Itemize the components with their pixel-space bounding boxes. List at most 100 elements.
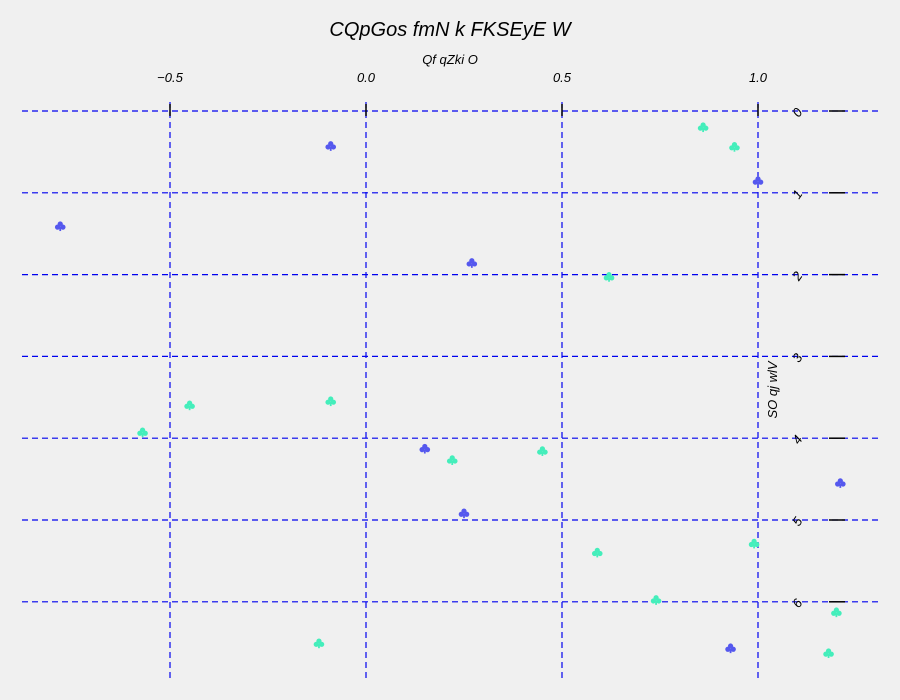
club-lobe	[54, 224, 61, 230]
club-stem	[59, 226, 62, 232]
data-point	[419, 443, 431, 454]
data-point	[313, 638, 325, 649]
club-lobe	[650, 598, 656, 604]
club-stem	[423, 449, 426, 454]
club-lobe	[835, 481, 841, 487]
club-lobe	[424, 447, 431, 453]
data-point	[184, 400, 195, 411]
club-stem	[451, 460, 454, 465]
y-axis-label: SO qj wlV	[765, 360, 780, 418]
y-tick-label: 0	[789, 105, 806, 120]
club-lobe	[609, 275, 615, 281]
data-point	[650, 595, 662, 605]
club-lobe	[452, 458, 458, 464]
club-lobe	[142, 430, 148, 436]
club-lobe	[752, 179, 758, 185]
club-stem	[141, 432, 144, 438]
data-point	[325, 141, 337, 151]
club-lobe	[725, 646, 731, 652]
x-tick-label: 0.5	[553, 70, 572, 85]
y-tick-label: 5	[789, 514, 806, 529]
club-lobe	[330, 399, 337, 405]
x-axis-label: Qf qZki O	[422, 52, 478, 67]
club-lobe	[840, 481, 846, 487]
club-lobe	[313, 641, 319, 647]
x-tick-label: 0.0	[357, 70, 376, 85]
y-tick-label: 1	[789, 187, 805, 202]
club-lobe	[330, 144, 337, 150]
club-lobe	[603, 275, 609, 281]
data-point	[466, 258, 478, 268]
club-stem	[541, 451, 544, 456]
club-stem	[729, 648, 732, 654]
club-lobe	[836, 610, 842, 616]
x-tick-label: 1.0	[749, 70, 768, 85]
club-lobe	[758, 179, 764, 185]
data-point	[458, 508, 470, 519]
club-lobe	[325, 399, 331, 405]
club-stem	[329, 146, 332, 151]
data-point	[752, 176, 764, 187]
club-lobe	[748, 541, 754, 548]
club-lobe	[828, 651, 834, 657]
club-lobe	[656, 598, 662, 604]
club-lobe	[60, 224, 66, 230]
club-lobe	[419, 447, 425, 453]
club-stem	[757, 181, 759, 187]
club-lobe	[325, 144, 331, 150]
club-stem	[318, 644, 320, 649]
y-tick-label: 6	[789, 595, 806, 610]
club-lobe	[189, 403, 195, 409]
club-lobe	[697, 125, 704, 131]
data-point	[591, 547, 603, 558]
club-lobe	[703, 125, 709, 131]
club-stem	[188, 405, 191, 411]
club-lobe	[458, 511, 464, 517]
y-tick-label: 4	[789, 432, 805, 447]
data-point	[831, 607, 842, 618]
y-tick-label: 3	[789, 350, 806, 365]
club-lobe	[466, 261, 472, 267]
x-tick-label: −0.5	[157, 70, 183, 85]
data-point	[823, 648, 834, 659]
data-point	[537, 446, 548, 456]
club-lobe	[537, 449, 543, 455]
y-axis: 0 1 2 3 4 5 6	[789, 105, 845, 610]
club-lobe	[591, 550, 598, 557]
club-lobe	[734, 145, 740, 151]
y-tick-label: 2	[789, 268, 806, 284]
club-lobe	[471, 261, 478, 267]
club-stem	[596, 553, 599, 558]
club-stem	[655, 600, 657, 605]
data-point	[725, 643, 736, 654]
data-point	[325, 396, 337, 407]
club-lobe	[730, 646, 736, 652]
grid	[22, 102, 878, 680]
data-point	[729, 141, 740, 152]
chart-title: CQpGos fmN k FKSEyE W	[329, 19, 572, 41]
club-lobe	[137, 430, 143, 436]
data-point	[835, 478, 846, 488]
club-lobe	[823, 651, 829, 657]
club-stem	[470, 263, 473, 268]
club-lobe	[542, 449, 548, 455]
data-points	[54, 122, 846, 659]
x-axis: −0.5 0.0 0.5 1.0	[157, 70, 768, 116]
data-point	[748, 538, 760, 549]
club-lobe	[831, 610, 837, 616]
club-lobe	[446, 458, 453, 464]
data-point	[54, 221, 66, 232]
club-stem	[329, 401, 332, 407]
club-stem	[463, 513, 465, 519]
data-point	[697, 122, 709, 133]
club-lobe	[597, 550, 603, 557]
data-point	[603, 272, 615, 282]
club-stem	[608, 277, 610, 282]
club-stem	[702, 127, 705, 133]
club-stem	[839, 483, 842, 488]
club-lobe	[184, 403, 190, 409]
data-point	[446, 455, 458, 465]
club-lobe	[319, 641, 325, 647]
club-lobe	[729, 145, 735, 151]
